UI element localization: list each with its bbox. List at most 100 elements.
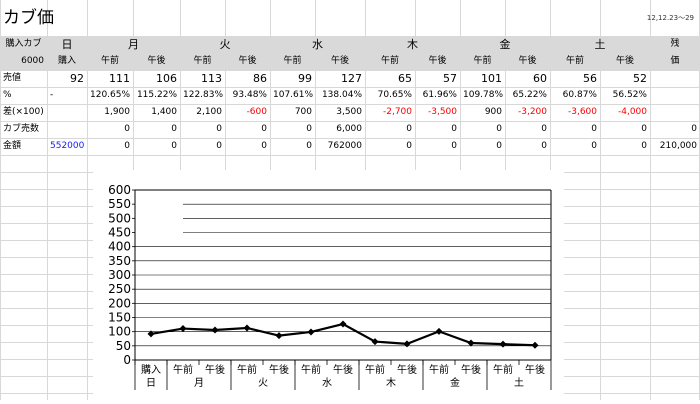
cell-diff-1[interactable]: 1,900 xyxy=(104,107,130,117)
cell-price-11[interactable]: 56 xyxy=(583,72,597,85)
cell-pct-6[interactable]: 138.04% xyxy=(321,90,362,100)
cell-price-5[interactable]: 99 xyxy=(298,72,312,85)
cell-pct-11[interactable]: 60.87% xyxy=(562,90,597,100)
cell-diff-4[interactable]: -600 xyxy=(246,107,267,117)
cell-sold-remaining[interactable]: 0 xyxy=(691,124,697,134)
cell-amount-9[interactable]: 0 xyxy=(496,141,502,151)
cell-pct-4[interactable]: 93.48% xyxy=(232,90,267,100)
cell-sold-2[interactable]: 0 xyxy=(171,124,177,134)
cell-price-2[interactable]: 106 xyxy=(156,72,177,85)
cell-sold-10[interactable]: 0 xyxy=(541,124,547,134)
header-day-1[interactable]: 月 xyxy=(87,36,180,53)
header-label-purchase[interactable]: 購入カブ xyxy=(0,36,47,53)
header-day-6[interactable]: 土 xyxy=(550,36,650,53)
cell-pct-0[interactable]: - xyxy=(50,90,54,100)
cell-price-10[interactable]: 60 xyxy=(533,72,547,85)
cell-pct-remaining[interactable] xyxy=(650,87,700,104)
cell-price-6[interactable]: 127 xyxy=(341,72,362,85)
cell-pct-8[interactable]: 61.96% xyxy=(422,90,457,100)
cell-diff-remaining[interactable] xyxy=(650,104,700,121)
header-sub-0[interactable]: 購入 xyxy=(47,53,87,70)
cell-pct-12[interactable]: 56.52% xyxy=(612,90,647,100)
cell-diff-5[interactable]: 700 xyxy=(294,107,312,117)
cell-amount-8[interactable]: 0 xyxy=(451,141,457,151)
cell-amount-remaining[interactable]: 210,000 xyxy=(659,141,697,151)
cell-price-3[interactable]: 113 xyxy=(201,72,222,85)
row-label-pct[interactable]: % xyxy=(3,90,12,100)
cell-sold-11[interactable]: 0 xyxy=(591,124,597,134)
cell-sold-6[interactable]: 6,000 xyxy=(336,124,362,134)
cell-amount-7[interactable]: 0 xyxy=(406,141,412,151)
header-day-5[interactable]: 金 xyxy=(460,36,550,53)
cell-diff-10[interactable]: -3,200 xyxy=(517,107,547,117)
cell-diff-7[interactable]: -2,700 xyxy=(382,107,412,117)
header-sub-6[interactable]: 午後 xyxy=(315,53,365,70)
cell-amount-5[interactable]: 0 xyxy=(306,141,312,151)
cell-sold-1[interactable]: 0 xyxy=(124,124,130,134)
cell-diff-9[interactable]: 900 xyxy=(484,107,502,117)
row-label-amount[interactable]: 金額 xyxy=(3,141,22,151)
cell-pct-2[interactable]: 115.22% xyxy=(136,90,177,100)
cell-amount-1[interactable]: 0 xyxy=(124,141,130,151)
header-sub-9[interactable]: 午前 xyxy=(460,53,505,70)
cell-pct-5[interactable]: 107.61% xyxy=(273,90,314,100)
row-label-diff[interactable]: 差(×100) xyxy=(3,107,44,117)
header-sub-3[interactable]: 午前 xyxy=(180,53,225,70)
cell-amount-3[interactable]: 0 xyxy=(216,141,222,151)
header-purchase-amount[interactable]: 6000 xyxy=(0,53,47,70)
cell-sold-4[interactable]: 0 xyxy=(261,124,267,134)
cell-diff-11[interactable]: -3,600 xyxy=(567,107,597,117)
cell-price-12[interactable]: 52 xyxy=(633,72,647,85)
row-label-sold[interactable]: カブ売数 xyxy=(3,124,40,134)
header-sub-last[interactable]: 価 xyxy=(650,53,700,70)
cell-sold-9[interactable]: 0 xyxy=(496,124,502,134)
cell-price-4[interactable]: 86 xyxy=(253,72,267,85)
price-chart[interactable]: 0 50 100 150 200 250 300 350 400 450 500 550 600 購入 午前… xyxy=(93,170,564,400)
header-sub-10[interactable]: 午後 xyxy=(505,53,550,70)
header-sub-12[interactable]: 午後 xyxy=(600,53,650,70)
header-sub-1[interactable]: 午前 xyxy=(87,53,133,70)
cell-diff-3[interactable]: 2,100 xyxy=(196,107,222,117)
header-remaining[interactable]: 残 xyxy=(650,36,700,53)
header-sub-4[interactable]: 午後 xyxy=(225,53,270,70)
cell-amount-10[interactable]: 0 xyxy=(541,141,547,151)
cell-amount-4[interactable]: 0 xyxy=(261,141,267,151)
cell-amount-12[interactable]: 0 xyxy=(641,141,647,151)
cell-sold-12[interactable]: 0 xyxy=(641,124,647,134)
cell-sold-5[interactable]: 0 xyxy=(306,124,312,134)
cell-price-7[interactable]: 65 xyxy=(398,72,412,85)
header-day-3[interactable]: 水 xyxy=(270,36,365,53)
cell-sold-3[interactable]: 0 xyxy=(216,124,222,134)
cell-pct-3[interactable]: 122.83% xyxy=(183,90,224,100)
header-day-0[interactable]: 日 xyxy=(47,36,87,53)
cell-amount-0[interactable]: 552000 xyxy=(50,141,85,151)
header-day-4[interactable]: 木 xyxy=(365,36,460,53)
header-sub-8[interactable]: 午後 xyxy=(415,53,460,70)
cell-sold-8[interactable]: 0 xyxy=(451,124,457,134)
cell-pct-10[interactable]: 65.22% xyxy=(512,90,547,100)
cell-diff-12[interactable]: -4,000 xyxy=(617,107,647,117)
cell-amount-11[interactable]: 0 xyxy=(591,141,597,151)
header-sub-2[interactable]: 午後 xyxy=(133,53,180,70)
row-label-price[interactable]: 売値 xyxy=(3,73,22,83)
header-day-2[interactable]: 火 xyxy=(180,36,270,53)
header-sub-11[interactable]: 午前 xyxy=(550,53,600,70)
cell-price-1[interactable]: 111 xyxy=(109,72,130,85)
cell-amount-6[interactable]: 762000 xyxy=(327,141,362,151)
cell-pct-1[interactable]: 120.65% xyxy=(90,90,131,100)
cell-sold-7[interactable]: 0 xyxy=(406,124,412,134)
cell-price-remaining[interactable] xyxy=(650,70,700,87)
cell-sold-0[interactable] xyxy=(47,121,87,138)
cell-diff-2[interactable]: 1,400 xyxy=(151,107,177,117)
cell-pct-9[interactable]: 109.78% xyxy=(463,90,504,100)
cell-price-8[interactable]: 57 xyxy=(443,72,457,85)
cell-amount-2[interactable]: 0 xyxy=(171,141,177,151)
cell-pct-7[interactable]: 70.65% xyxy=(377,90,412,100)
header-sub-7[interactable]: 午前 xyxy=(365,53,415,70)
header-sub-5[interactable]: 午前 xyxy=(270,53,315,70)
cell-diff-6[interactable]: 3,500 xyxy=(336,107,362,117)
sheet-title[interactable]: カブ価 xyxy=(3,8,54,28)
cell-price-0[interactable]: 92 xyxy=(70,72,84,85)
cell-diff-8[interactable]: -3,500 xyxy=(427,107,457,117)
cell-price-9[interactable]: 101 xyxy=(481,72,502,85)
